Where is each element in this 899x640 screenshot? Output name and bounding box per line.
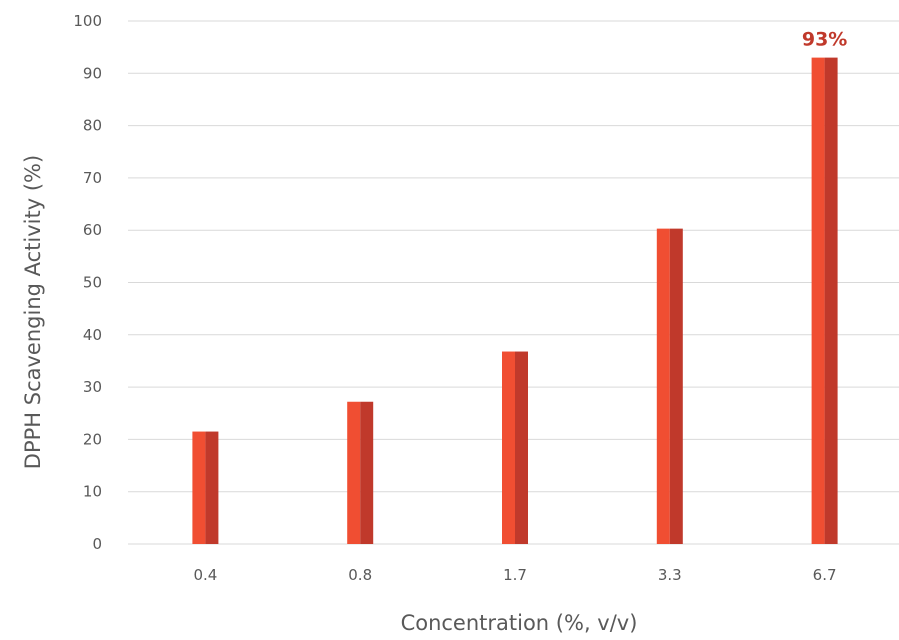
y-tick-label: 0 xyxy=(92,535,102,553)
y-tick-label: 40 xyxy=(83,326,102,344)
y-tick-label: 100 xyxy=(73,12,102,30)
y-tick-label: 80 xyxy=(83,117,102,135)
data-label: 93% xyxy=(802,29,847,51)
bar-right-half xyxy=(824,57,838,545)
y-axis-title: DPPH Scavenging Activity (%) xyxy=(21,155,45,469)
x-tick-label: 6.7 xyxy=(813,566,837,584)
bar-right-half xyxy=(515,351,528,544)
bar xyxy=(502,351,528,544)
y-tick-label: 30 xyxy=(83,378,102,396)
y-tick-label: 60 xyxy=(83,221,102,239)
x-tick-label: 3.3 xyxy=(658,566,682,584)
bar-left-half xyxy=(347,401,361,544)
bar-left-half xyxy=(192,431,206,544)
bar xyxy=(656,228,683,545)
x-axis-ticks: 0.4 0.8 1.7 3.3 6.7 xyxy=(193,566,836,584)
bars xyxy=(192,57,838,545)
bar-left-half xyxy=(811,57,825,545)
bar xyxy=(811,57,838,545)
data-labels: 93% xyxy=(802,29,847,51)
y-tick-label: 10 xyxy=(83,483,102,501)
x-axis-title: Concentration (%, v/v) xyxy=(401,611,638,635)
bar-right-half xyxy=(360,401,374,544)
bar-left-half xyxy=(656,228,670,545)
y-axis-ticks: 0 10 20 30 40 50 60 70 80 90 100 xyxy=(73,12,102,553)
x-tick-label: 0.8 xyxy=(348,566,372,584)
y-tick-label: 50 xyxy=(83,274,102,292)
bar xyxy=(192,431,219,544)
bar-right-half xyxy=(205,431,219,544)
gridlines xyxy=(128,20,899,545)
y-tick-label: 20 xyxy=(83,430,102,448)
y-tick-label: 90 xyxy=(83,64,102,82)
y-tick-label: 70 xyxy=(83,169,102,187)
x-tick-label: 1.7 xyxy=(503,566,527,584)
bar-left-half xyxy=(502,351,515,544)
x-tick-label: 0.4 xyxy=(193,566,217,584)
bar xyxy=(347,401,374,544)
bar-right-half xyxy=(669,228,683,545)
